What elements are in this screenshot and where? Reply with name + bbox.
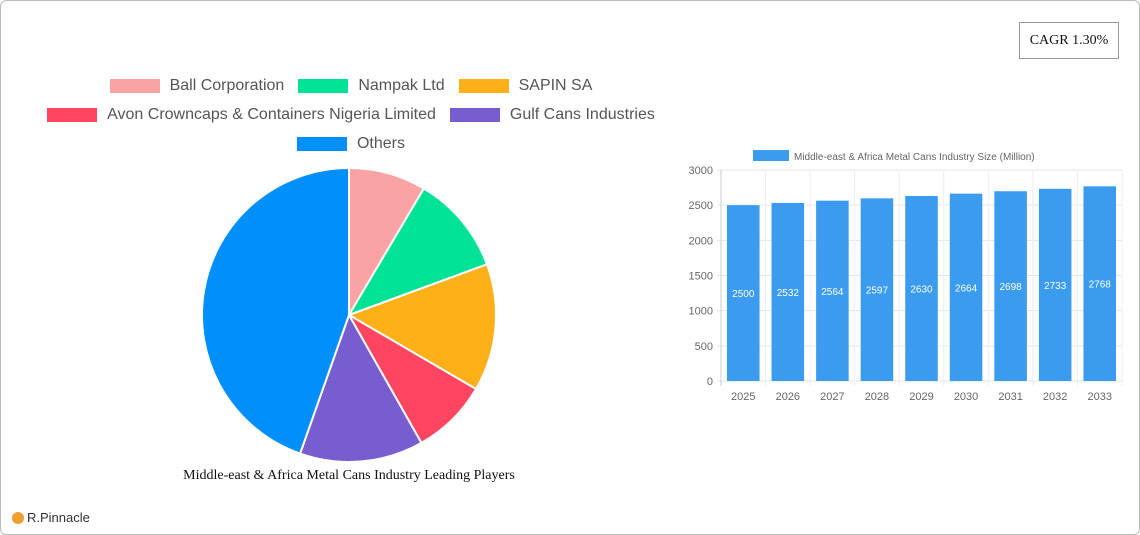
legend-item[interactable]: SAPIN SA: [458, 77, 593, 95]
y-tick-label: 3000: [689, 165, 713, 177]
cagr-badge: CAGR 1.30%: [1019, 22, 1119, 59]
y-tick-label: 0: [707, 376, 713, 388]
bar-data-label: 2564: [821, 287, 844, 298]
legend-swatch: [296, 137, 347, 151]
logo: R.Pinnacle: [12, 510, 90, 525]
bar-data-label: 2597: [866, 286, 889, 297]
bar-legend-swatch: [753, 150, 789, 161]
x-tick-label: 2026: [776, 391, 800, 403]
bar-chart: Middle-east & Africa Metal Cans Industry…: [689, 150, 1123, 403]
y-tick-label: 1500: [689, 271, 713, 283]
x-tick-label: 2030: [954, 391, 978, 403]
logo-text: R.Pinnacle: [27, 510, 90, 525]
bar: [905, 196, 938, 381]
y-tick-label: 2500: [689, 200, 713, 212]
x-tick-label: 2029: [909, 391, 933, 403]
pie-legend-row-1: Ball Corporation Nampak Ltd SAPIN SA: [1, 77, 701, 95]
logo-icon: [12, 511, 24, 524]
bar: [816, 200, 849, 381]
y-tick-label: 500: [695, 341, 713, 353]
pie-chart: [201, 166, 497, 463]
legend-swatch: [109, 79, 160, 93]
legend-swatch: [298, 79, 349, 93]
bar-data-label: 2698: [999, 282, 1022, 293]
x-tick-label: 2025: [731, 391, 755, 403]
bar-data-label: 2733: [1044, 281, 1067, 292]
pie-title: Middle-east & Africa Metal Cans Industry…: [183, 468, 515, 483]
x-tick-label: 2033: [1087, 391, 1111, 403]
legend-swatch: [47, 108, 98, 122]
bar-data-label: 2768: [1089, 280, 1112, 291]
pie-legend-row-2: Avon Crowncaps & Containers Nigeria Limi…: [1, 106, 701, 124]
pie-slice: [346, 187, 489, 317]
legend-label: Gulf Cans Industries: [509, 106, 655, 123]
legend-label: Nampak Ltd: [358, 77, 445, 94]
bar-legend-label: Middle-east & Africa Metal Cans Industry…: [794, 152, 1035, 163]
legend-item[interactable]: Others: [296, 135, 405, 153]
y-tick-label: 1000: [689, 306, 713, 318]
bar: [860, 198, 894, 381]
bar: [949, 193, 983, 381]
x-tick-label: 2032: [1043, 391, 1067, 403]
bar-data-label: 2500: [732, 289, 755, 300]
bar: [771, 202, 805, 381]
pie-slice: [201, 166, 350, 455]
y-tick-label: 2000: [689, 235, 713, 247]
pie-slice: [346, 263, 497, 391]
x-tick-label: 2031: [998, 391, 1022, 403]
bar: [994, 191, 1027, 381]
bar: [1038, 188, 1072, 381]
bar: [727, 205, 760, 381]
bar-data-label: 2664: [955, 283, 978, 294]
x-tick-label: 2027: [820, 391, 844, 403]
bar-data-label: 2532: [777, 288, 800, 299]
legend-item[interactable]: Ball Corporation: [109, 77, 285, 95]
legend-swatch: [458, 79, 509, 93]
x-tick-label: 2028: [865, 391, 889, 403]
legend-item[interactable]: Nampak Ltd: [298, 77, 445, 95]
legend-label: Avon Crowncaps & Containers Nigeria Limi…: [107, 106, 436, 123]
legend-label: SAPIN SA: [518, 77, 593, 94]
pie-slice: [298, 312, 423, 463]
bar: [1083, 186, 1116, 381]
bar-data-label: 2630: [910, 285, 933, 296]
legend-item[interactable]: Gulf Cans Industries: [449, 106, 655, 124]
legend-item[interactable]: Avon Crowncaps & Containers Nigeria Limi…: [47, 106, 436, 124]
legend-label: Ball Corporation: [169, 77, 285, 94]
legend-label: Others: [356, 135, 405, 152]
pie-legend-row-3: Others: [1, 135, 701, 153]
legend-swatch: [449, 108, 500, 122]
